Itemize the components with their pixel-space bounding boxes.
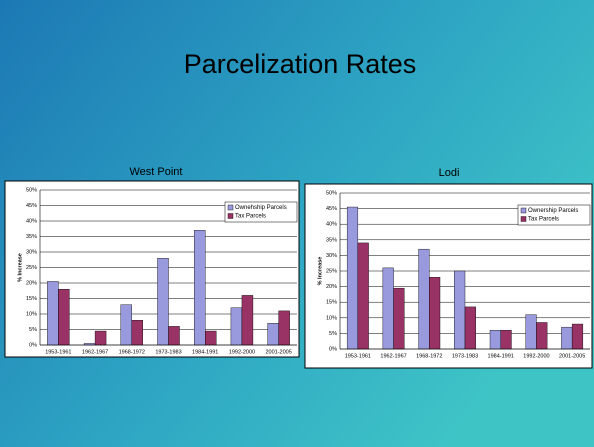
y-tick-label: 40%: [326, 222, 337, 228]
bar: [157, 258, 169, 346]
y-tick-label: 30%: [26, 249, 37, 255]
bar: [571, 323, 584, 350]
x-tick-label: 1962-1967: [380, 353, 406, 359]
y-tick-label: 5%: [329, 331, 337, 337]
bar: [346, 206, 359, 350]
y-tick-label: 15%: [326, 300, 337, 306]
y-axis-label: % Increase: [317, 257, 323, 286]
legend-label: Ownership Parcels: [528, 208, 578, 214]
x-tick-label: 1992-2000: [229, 349, 255, 355]
bar: [168, 326, 180, 346]
legend-swatch: [520, 216, 527, 222]
x-tick-label: 1962-1967: [82, 349, 108, 355]
bar: [47, 281, 59, 346]
bar: [267, 323, 279, 346]
bar: [489, 330, 501, 350]
x-tick-label: 1973-1983: [452, 353, 478, 359]
bar: [429, 277, 441, 350]
bar: [464, 306, 476, 350]
bar: [58, 289, 70, 346]
bar: [278, 310, 290, 346]
x-tick-label: 2001-2005: [265, 349, 291, 355]
bar: [418, 248, 430, 350]
x-tick-label: 1984-1991: [192, 349, 218, 355]
x-tick-label: 1984-1991: [488, 353, 514, 359]
x-tick-label: 1973-1983: [155, 349, 181, 355]
bar: [241, 295, 254, 346]
x-tick-label: 1992-2000: [523, 353, 549, 359]
legend-label: Tax Parcels: [528, 217, 559, 223]
y-tick-label: 45%: [26, 203, 37, 209]
legend-swatch: [227, 213, 234, 219]
y-tick-label: 20%: [26, 280, 37, 286]
bar: [131, 320, 144, 346]
x-tick-label: 1953-1961: [45, 349, 71, 355]
bar: [561, 326, 573, 350]
chart-title: West Point: [130, 166, 183, 178]
x-tick-label: 2001-2005: [559, 353, 585, 359]
bar: [205, 330, 217, 346]
bar: [230, 307, 243, 346]
bar: [357, 242, 369, 350]
y-tick-label: 50%: [326, 190, 337, 196]
y-tick-label: 20%: [326, 284, 337, 290]
legend-swatch: [520, 207, 527, 214]
x-tick-label: 1968-1972: [416, 353, 442, 359]
bar: [525, 314, 537, 350]
bar: [94, 330, 107, 346]
y-tick-label: 25%: [326, 268, 337, 274]
y-tick-label: 5%: [29, 327, 37, 333]
bar: [536, 322, 548, 350]
y-tick-label: 35%: [326, 237, 337, 243]
y-tick-label: 10%: [26, 311, 37, 317]
legend-label: Tax Parcels: [235, 214, 266, 220]
y-tick-label: 0%: [29, 342, 37, 348]
legend-box: [224, 201, 298, 223]
bar: [382, 267, 394, 350]
y-tick-label: 40%: [26, 218, 37, 224]
y-axis-label: % Increase: [17, 253, 23, 282]
legend-box: [517, 204, 591, 226]
y-tick-label: 35%: [26, 234, 37, 240]
y-tick-label: 10%: [326, 315, 337, 321]
y-tick-label: 50%: [26, 187, 37, 193]
bar: [193, 230, 206, 346]
slide-title: Parcelization Rates: [184, 49, 417, 79]
y-tick-label: 0%: [329, 346, 337, 352]
legend-label: Ownehship Parcels: [235, 205, 287, 211]
bar: [120, 304, 132, 346]
legend-swatch: [227, 204, 234, 211]
bar: [393, 287, 405, 350]
bar: [454, 270, 466, 350]
y-tick-label: 15%: [26, 296, 37, 302]
y-tick-label: 25%: [26, 265, 37, 271]
y-tick-label: 30%: [326, 253, 337, 259]
x-tick-label: 1953-1961: [345, 353, 371, 359]
y-tick-label: 45%: [326, 206, 337, 212]
chart-title: Lodi: [439, 167, 460, 179]
x-tick-label: 1968-1972: [119, 349, 145, 355]
bar: [500, 330, 512, 350]
